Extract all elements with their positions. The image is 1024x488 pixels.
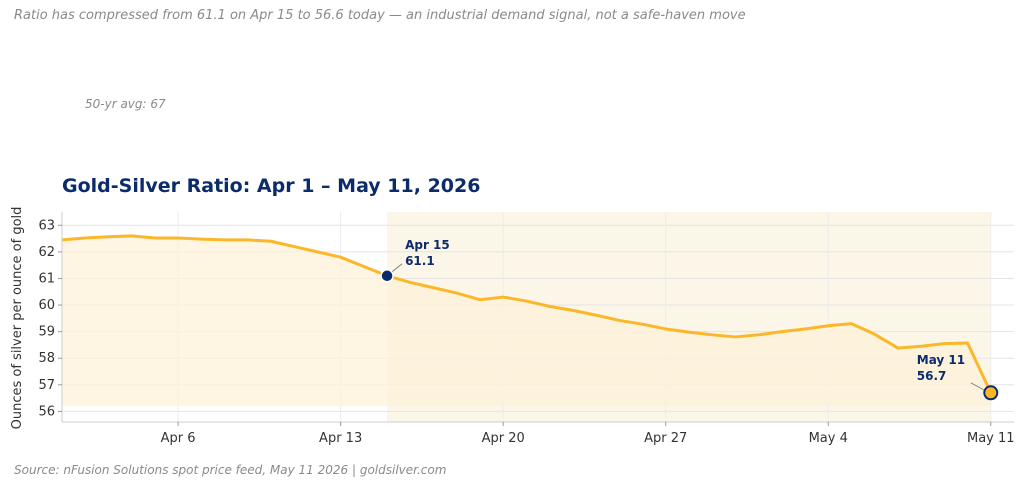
y-tick-label: 63 (38, 218, 55, 233)
y-tick-label: 56 (38, 404, 55, 419)
x-tick-label: May 11 (967, 431, 1015, 446)
fifty-year-average-note: 50-yr avg: 67 (85, 97, 166, 111)
source-note: Source: nFusion Solutions spot price fee… (14, 463, 447, 477)
chart-title: Gold-Silver Ratio: Apr 1 – May 11, 2026 (62, 175, 481, 197)
y-tick-label: 57 (38, 378, 55, 393)
apr15-date-label: Apr 15 (405, 238, 450, 252)
y-tick-label: 58 (38, 351, 55, 366)
y-axis-label: Ounces of silver per ounce of gold (10, 207, 25, 430)
y-tick-label: 61 (38, 271, 55, 286)
y-tick-label: 62 (38, 245, 55, 260)
chart-subtitle: Ratio has compressed from 61.1 on Apr 15… (14, 8, 746, 23)
y-tick-label: 59 (38, 325, 55, 340)
ratio-series-line (61, 234, 993, 394)
may11-date-label: May 11 (917, 353, 965, 367)
may11-marker (983, 385, 999, 401)
apr15-marker (380, 269, 394, 283)
x-tick-label: Apr 13 (319, 431, 362, 446)
annotation-leader (970, 382, 985, 391)
area-fill (62, 235, 991, 407)
x-tick-label: Apr 27 (644, 431, 687, 446)
apr15-value-label: 61.1 (405, 254, 435, 268)
annotation-leader (391, 263, 403, 273)
x-tick-label: Apr 6 (161, 431, 196, 446)
x-tick-label: May 4 (809, 431, 848, 446)
may11-value-label: 56.7 (917, 369, 947, 383)
x-tick-label: Apr 20 (482, 431, 525, 446)
y-tick-label: 60 (38, 298, 55, 313)
